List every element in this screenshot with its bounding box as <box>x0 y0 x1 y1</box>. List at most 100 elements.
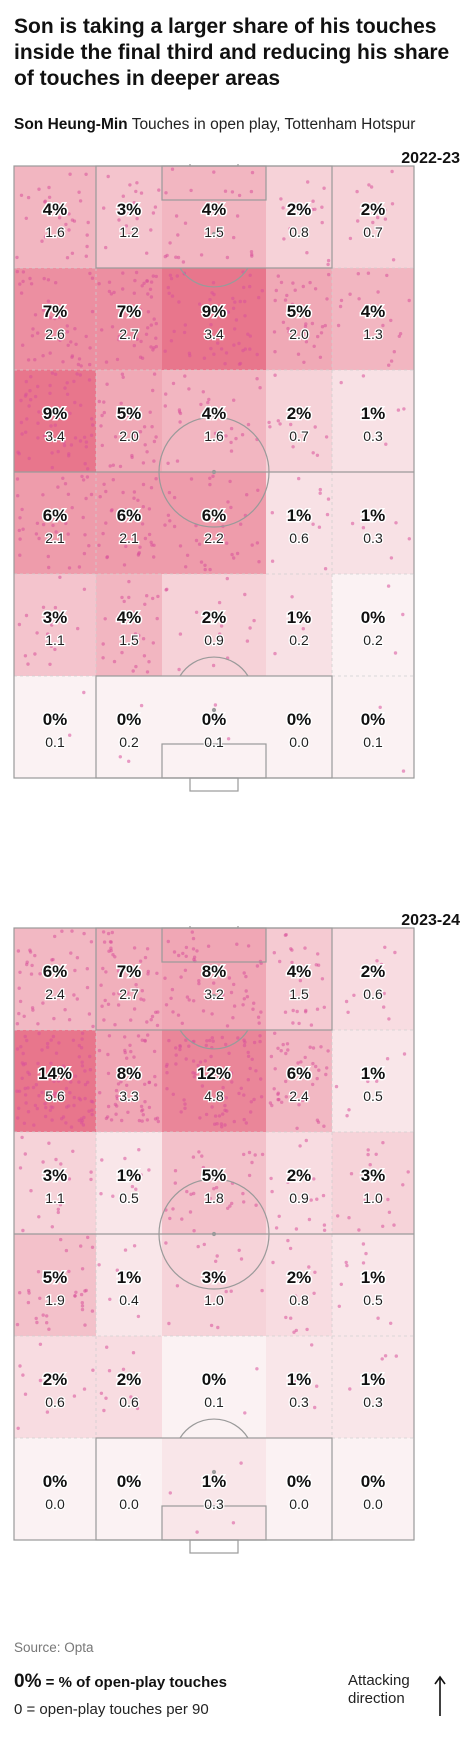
touch-dot <box>147 660 151 664</box>
touch-dot <box>73 400 77 405</box>
touch-dot <box>115 1094 119 1098</box>
pct-label: 1% <box>361 1370 386 1389</box>
pct-label: 8% <box>117 1064 142 1083</box>
touch-dot <box>87 544 91 548</box>
touch-dot <box>80 1037 84 1041</box>
touch-dot <box>191 1059 196 1063</box>
touch-dot <box>90 1112 94 1117</box>
touch-dot <box>376 1316 380 1320</box>
touch-dot <box>327 272 331 277</box>
touch-dot <box>17 1011 21 1016</box>
legend-percent: 0% = % of open-play touches <box>14 1671 227 1693</box>
touch-dot <box>389 1321 393 1325</box>
touch-dot <box>85 233 89 237</box>
touch-dot <box>28 389 32 393</box>
source-note: Source: Opta <box>14 1640 94 1655</box>
touch-dot <box>25 1038 29 1043</box>
touch-dot <box>171 1010 175 1014</box>
touch-dot <box>279 280 284 285</box>
touch-dot <box>182 330 187 335</box>
touch-dot <box>214 1185 219 1190</box>
touch-dot <box>111 463 116 467</box>
touch-dot <box>124 508 128 512</box>
touch-dot <box>195 949 199 953</box>
touch-dot <box>200 1154 204 1158</box>
touch-dot <box>292 1330 296 1334</box>
touch-dot <box>18 516 22 520</box>
touch-dot <box>81 1123 86 1127</box>
touch-dot <box>286 1238 290 1243</box>
legend-percent-symbol: 0% <box>14 1671 42 1692</box>
touch-dot <box>218 540 223 544</box>
touch-dot <box>361 1261 366 1265</box>
pct-label: 14% <box>38 1064 72 1083</box>
per90-label: 0.0 <box>363 1496 383 1512</box>
touch-dot <box>312 1291 316 1295</box>
touch-dot <box>181 260 186 264</box>
touch-dot <box>112 290 116 295</box>
chart-subtitle: Son Heung-Min Touches in open play, Tott… <box>14 116 474 134</box>
per90-label: 3.4 <box>45 428 65 444</box>
touch-dot <box>274 1226 279 1230</box>
pct-label: 1% <box>202 1472 227 1491</box>
touch-dot <box>41 1160 45 1164</box>
touch-dot <box>108 464 112 468</box>
touch-dot <box>36 1061 40 1066</box>
touch-dot <box>83 1323 87 1327</box>
touch-dot <box>179 1110 183 1114</box>
touch-dot <box>48 383 52 388</box>
touch-dot <box>211 474 215 478</box>
touch-dot <box>219 347 224 351</box>
touch-dot <box>407 537 411 541</box>
per90-label: 0.3 <box>363 428 383 444</box>
touch-dot <box>117 334 122 339</box>
touch-dot <box>30 1006 35 1010</box>
touch-dot <box>87 1012 92 1016</box>
touch-dot <box>119 1080 123 1084</box>
touch-dot <box>127 579 131 584</box>
pct-label: 4% <box>361 302 386 321</box>
touch-dot <box>174 1046 178 1050</box>
touch-dot <box>20 1076 24 1080</box>
touch-dot <box>241 348 245 353</box>
touch-dot <box>102 940 107 944</box>
touch-dot <box>230 1201 234 1206</box>
pct-label: 0% <box>43 710 68 729</box>
touch-dot <box>273 651 277 656</box>
touch-dot <box>154 336 158 340</box>
touch-dot <box>51 523 55 528</box>
touch-dot <box>29 972 34 976</box>
heat-cell <box>162 1234 266 1336</box>
heat-cell <box>14 472 96 574</box>
per90-label: 2.7 <box>119 986 139 1002</box>
touch-dot <box>49 1061 53 1065</box>
touch-dot <box>197 1150 201 1154</box>
touch-dot <box>291 1008 295 1013</box>
touch-dot <box>187 387 191 391</box>
touch-dot <box>104 1396 108 1400</box>
touch-dot <box>104 360 109 364</box>
touch-dot <box>26 358 31 362</box>
touch-dot <box>368 1163 372 1167</box>
touch-dot <box>246 1050 250 1055</box>
touch-dot <box>154 274 158 279</box>
touch-dot <box>276 419 280 423</box>
touch-dot <box>375 1070 380 1075</box>
touch-dot <box>73 1294 77 1298</box>
touch-dot <box>27 1072 32 1076</box>
touch-dot <box>274 288 278 293</box>
touch-dot <box>113 955 117 959</box>
touch-dot <box>43 1102 47 1106</box>
touch-dot <box>72 1394 77 1398</box>
touch-dot <box>72 1095 77 1100</box>
touch-dot <box>100 1004 104 1008</box>
touch-dot <box>361 526 366 530</box>
touch-dot <box>35 631 39 635</box>
touch-dot <box>218 232 223 236</box>
touch-dot <box>80 1064 85 1068</box>
touch-dot <box>89 492 94 497</box>
touch-dot <box>53 316 57 321</box>
touch-dot <box>167 291 171 295</box>
touch-dot <box>224 1289 228 1294</box>
heat-cell <box>266 574 332 676</box>
